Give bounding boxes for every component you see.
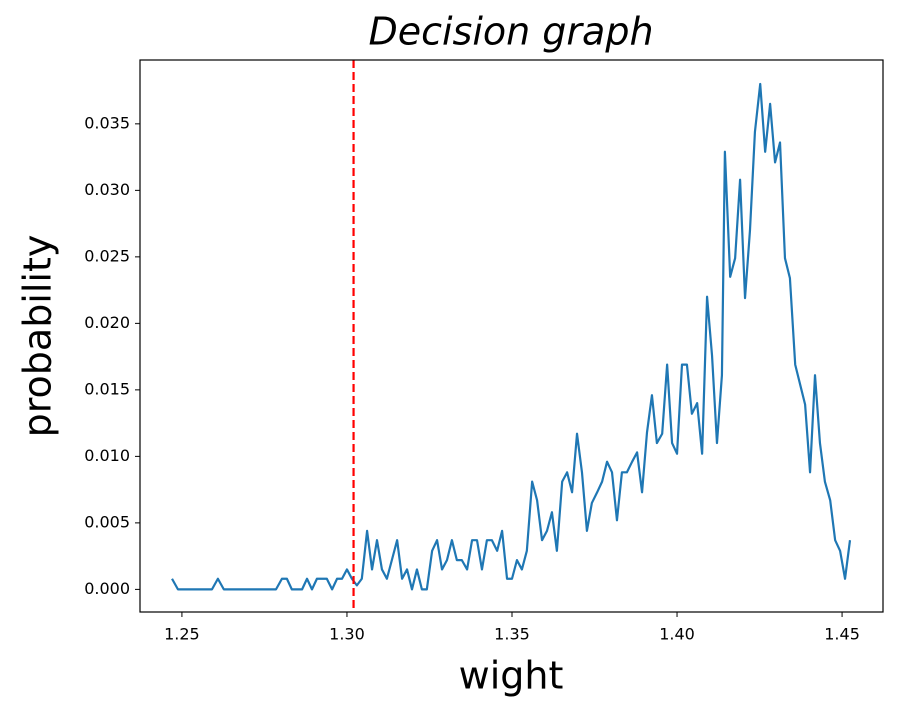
x-tick-label: 1.35 — [494, 625, 530, 644]
x-tick-label: 1.30 — [329, 625, 365, 644]
y-tick-label: 0.005 — [84, 512, 130, 531]
plot-frame — [139, 59, 884, 613]
x-tick-label: 1.45 — [824, 625, 860, 644]
y-tick-label: 0.010 — [84, 446, 130, 465]
y-tick-label: 0.015 — [84, 379, 130, 398]
y-tick-label: 0.035 — [84, 113, 130, 132]
y-tick-label: 0.020 — [84, 313, 130, 332]
x-tick-label: 1.25 — [164, 625, 200, 644]
x-tick-label: 1.40 — [659, 625, 695, 644]
y-tick-label: 0.030 — [84, 180, 130, 199]
y-tick-label: 0.000 — [84, 579, 130, 598]
y-axis-label: probability — [16, 235, 60, 438]
x-axis-label: wight — [459, 654, 564, 698]
chart-title: Decision graph — [368, 10, 653, 54]
data-line — [171, 82, 852, 591]
y-tick-label: 0.025 — [84, 246, 130, 265]
